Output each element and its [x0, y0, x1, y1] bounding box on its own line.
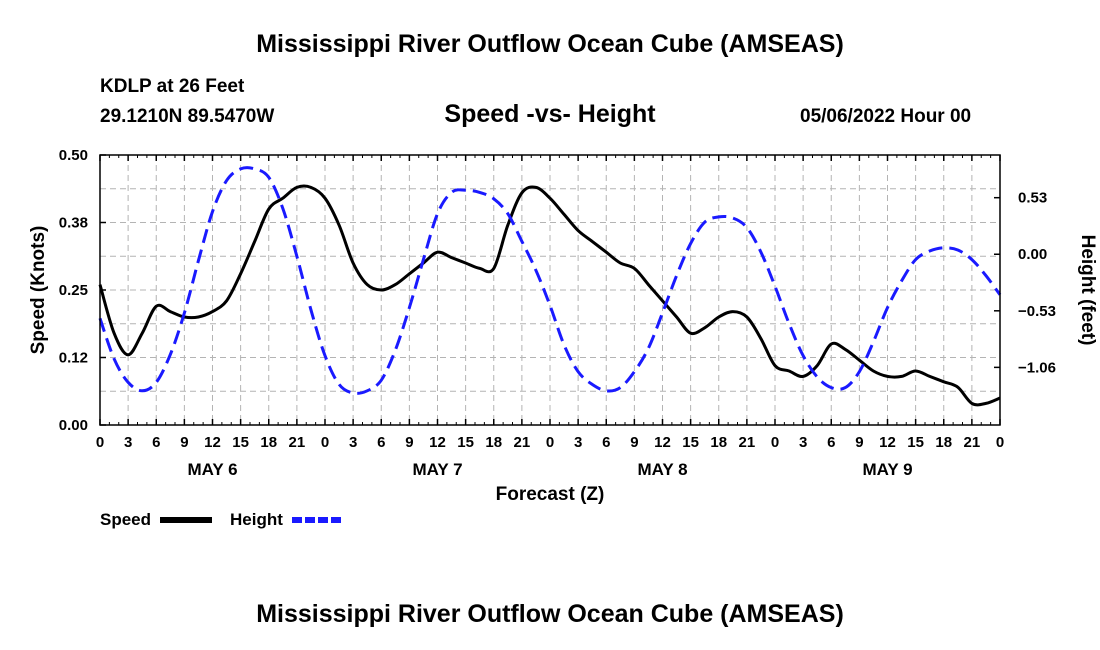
x-tick-label: 15: [907, 434, 924, 451]
x-tick-label: 6: [827, 434, 835, 451]
x-tick-label: 18: [935, 434, 952, 451]
chart-subtitle: Speed -vs- Height: [444, 100, 656, 128]
x-tick-label: 18: [710, 434, 727, 451]
x-tick-label: 21: [739, 434, 756, 451]
legend-label-speed: Speed: [100, 510, 151, 529]
legend: Speed Height: [100, 510, 342, 529]
series-line-height: [98, 166, 1002, 395]
x-tick-label: 3: [799, 434, 807, 451]
x-tick-label: 0: [96, 434, 104, 451]
grid-lines: [100, 155, 1000, 425]
y-tick-label: 0.50: [59, 147, 88, 164]
footer-title: Mississippi River Outflow Ocean Cube (AM…: [256, 600, 844, 628]
x-tick-label: 0: [996, 434, 1004, 451]
chart-title: Mississippi River Outflow Ocean Cube (AM…: [256, 30, 844, 58]
x-tick-label: 18: [260, 434, 277, 451]
y-axis-label-left: Speed (Knots): [28, 226, 49, 355]
x-tick-label: 3: [349, 434, 357, 451]
legend-label-height: Height: [230, 510, 283, 529]
x-tick-label: 12: [879, 434, 896, 451]
x-tick-label: 6: [602, 434, 610, 451]
x-tick-label: 0: [321, 434, 329, 451]
coordinates-label: 29.1210N 89.5470W: [100, 106, 275, 127]
y2-tick-label: −0.53: [1018, 303, 1056, 320]
y-tick-label: 0.12: [59, 350, 88, 367]
x-tick-label: 15: [457, 434, 474, 451]
x-tick-label: 3: [574, 434, 582, 451]
x-tick-label: 12: [654, 434, 671, 451]
forecast-date-label: 05/06/2022 Hour 00: [800, 106, 972, 127]
y2-tick-label: 0.00: [1018, 246, 1047, 263]
x-tick-label: 9: [405, 434, 413, 451]
x-tick-label: 0: [771, 434, 779, 451]
station-label: KDLP at 26 Feet: [100, 76, 245, 97]
x-tick-label: 15: [682, 434, 699, 451]
x-tick-label: 6: [377, 434, 385, 451]
axes-layer: 0 3 6 9 12 15 18 21 0 3 6 9 12 15 18 21 0 3 6 9 12 15 18 21 0 3 6 9…: [59, 147, 1056, 479]
x-tick-label: 9: [630, 434, 638, 451]
series-layer: [98, 166, 1002, 407]
x-axis-label: Forecast (Z): [496, 484, 605, 505]
y2-tick-label: −1.06: [1018, 359, 1056, 376]
x-tick-label: 3: [124, 434, 132, 451]
x-tick-label: 0: [546, 434, 554, 451]
day-label: MAY 6: [187, 460, 237, 479]
day-label: MAY 7: [412, 460, 462, 479]
y-tick-label: 0.25: [59, 282, 88, 299]
x-tick-label: 21: [514, 434, 531, 451]
series-line-speed: [98, 184, 1001, 407]
y-tick-label: 0.38: [59, 215, 88, 232]
x-tick-label: 15: [232, 434, 249, 451]
day-label: MAY 9: [862, 460, 912, 479]
x-tick-label: 9: [855, 434, 863, 451]
y-tick-label: 0.00: [59, 417, 88, 434]
x-tick-label: 21: [289, 434, 306, 451]
x-tick-label: 18: [485, 434, 502, 451]
x-tick-label: 6: [152, 434, 160, 451]
x-tick-label: 21: [964, 434, 981, 451]
x-tick-label: 9: [180, 434, 188, 451]
x-tick-label: 12: [429, 434, 446, 451]
x-tick-label: 12: [204, 434, 221, 451]
day-label: MAY 8: [637, 460, 687, 479]
y2-tick-label: 0.53: [1018, 190, 1047, 207]
y-axis-label-right: Height (feet): [1077, 235, 1098, 346]
